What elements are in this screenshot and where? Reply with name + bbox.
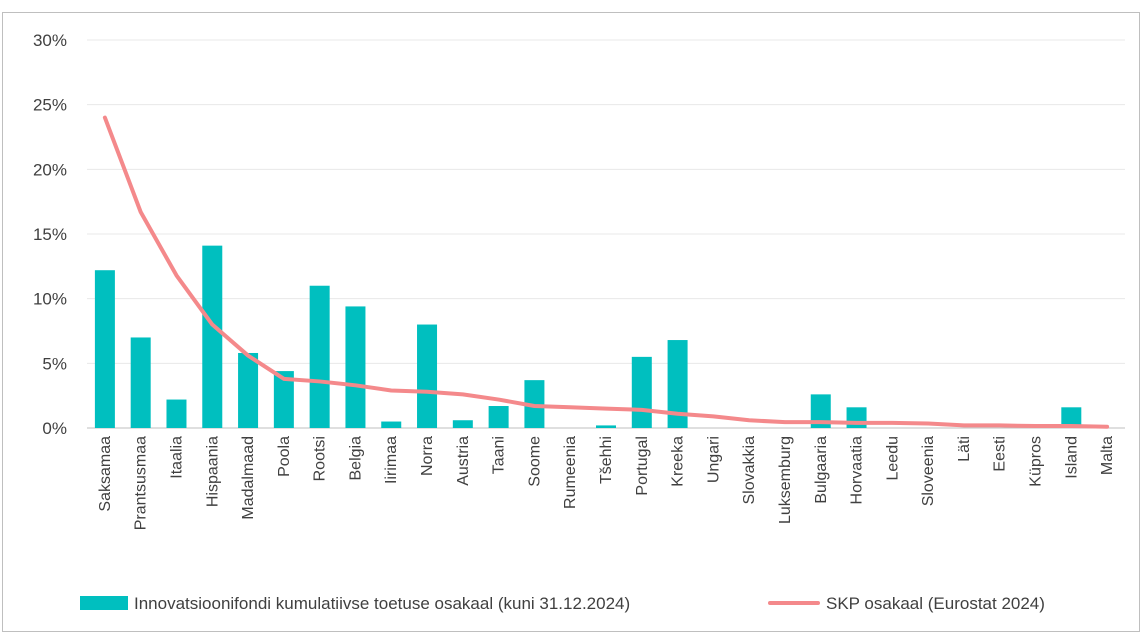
x-tick-label: Itaalia	[168, 436, 185, 479]
bar	[238, 352, 259, 428]
x-axis-categories: Saksamaa Prantsusmaa Itaalia Hispaania Madal…	[97, 436, 1116, 530]
x-tick-label: Hispaania	[204, 436, 221, 507]
x-tick-label: Taani	[491, 436, 508, 474]
bar	[345, 306, 366, 428]
bar	[810, 394, 831, 428]
bar	[166, 399, 187, 428]
y-axis-ticks: 0% 5% 10% 15% 20% 25% 30%	[33, 31, 67, 438]
y-tick-label: 10%	[33, 290, 67, 309]
bar	[667, 340, 688, 428]
x-tick-label: Bulgaaria	[813, 436, 830, 504]
x-tick-label: Läti	[956, 436, 973, 462]
x-tick-label: Madalmaad	[240, 436, 257, 520]
legend-bar-label: Innovatsioonifondi kumulatiivse toetuse …	[134, 594, 630, 613]
x-tick-label: Iirimaa	[383, 436, 400, 484]
bar	[631, 356, 652, 428]
x-tick-label: Rumeenia	[562, 436, 579, 509]
x-tick-label: Slovakkia	[741, 436, 758, 505]
y-tick-label: 25%	[33, 96, 67, 115]
bar	[130, 337, 151, 428]
bar-series	[94, 245, 1082, 428]
y-tick-label: 20%	[33, 160, 67, 179]
bar	[381, 421, 402, 428]
bar	[417, 324, 438, 428]
x-tick-label: Sloveenia	[920, 436, 937, 506]
x-tick-label: Küpros	[1028, 436, 1045, 487]
x-tick-label: Portugal	[634, 436, 651, 496]
line-series	[102, 115, 1110, 429]
legend-line-label: SKP osakaal (Eurostat 2024)	[826, 594, 1045, 613]
x-tick-label: Saksamaa	[97, 436, 114, 512]
y-tick-label: 15%	[33, 225, 67, 244]
x-tick-label: Ungari	[705, 436, 722, 483]
x-tick-label: Luksemburg	[777, 436, 794, 524]
legend: Innovatsioonifondi kumulatiivse toetuse …	[80, 594, 1045, 613]
legend-bar-swatch	[80, 596, 128, 610]
x-tick-label: Soome	[526, 436, 543, 487]
x-tick-label: Horvaatia	[849, 436, 866, 505]
chart-frame	[2, 12, 1140, 632]
x-tick-label: Kreeka	[670, 436, 687, 487]
bar	[94, 270, 115, 428]
bar	[309, 285, 330, 428]
x-tick-label: Tšehhi	[598, 436, 615, 484]
bar	[273, 371, 294, 428]
x-tick-label: Leedu	[884, 436, 901, 481]
bar	[1061, 407, 1082, 428]
y-tick-label: 30%	[33, 31, 67, 50]
x-tick-label: Prantsusmaa	[133, 436, 150, 530]
x-tick-label: Eesti	[992, 436, 1009, 472]
x-tick-label: Belgia	[347, 436, 364, 481]
x-tick-label: Poola	[276, 436, 293, 477]
bar	[596, 425, 616, 428]
y-tick-label: 0%	[42, 419, 67, 438]
bar	[452, 420, 473, 428]
bar	[202, 245, 223, 428]
y-tick-label: 5%	[42, 354, 67, 373]
x-tick-label: Island	[1063, 436, 1080, 479]
x-tick-label: Rootsi	[312, 436, 329, 481]
line-series-path	[102, 115, 1110, 429]
bar	[846, 407, 867, 428]
x-tick-label: Austria	[455, 436, 472, 486]
bar	[488, 406, 509, 428]
x-tick-label: Malta	[1099, 436, 1116, 475]
x-tick-label: Norra	[419, 436, 436, 476]
